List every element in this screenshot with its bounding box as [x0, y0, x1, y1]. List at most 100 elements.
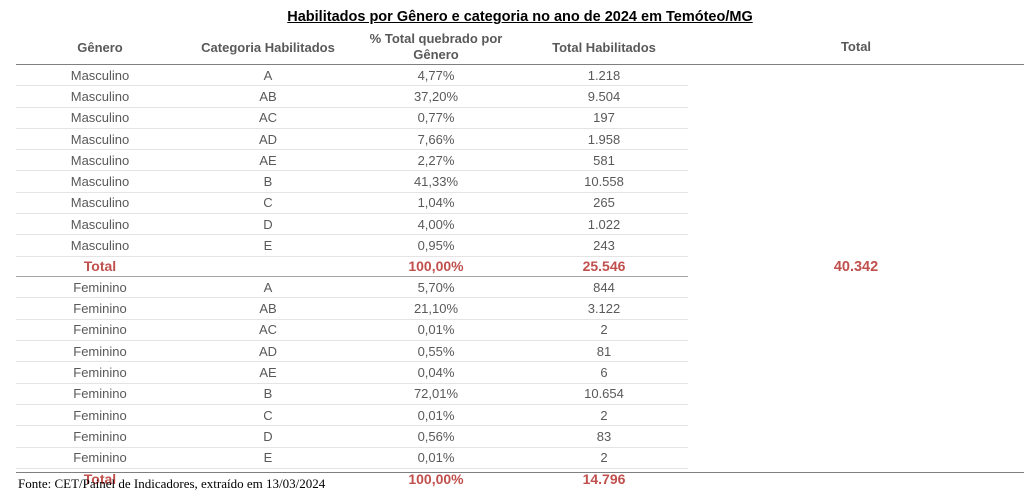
- cell-genero: Feminino: [16, 297, 184, 320]
- header-genero: Gênero: [77, 40, 123, 55]
- cell-total: 243: [520, 234, 688, 257]
- cell-genero: Masculino: [16, 170, 184, 193]
- table-row: Feminino AE 0,04% 6: [16, 361, 688, 384]
- cell-total: 1.022: [520, 213, 688, 236]
- cell-categoria: C: [184, 404, 352, 427]
- cell-genero: Feminino: [16, 276, 184, 299]
- cell-categoria: AB: [184, 297, 352, 320]
- cell-pct: 0,01%: [352, 319, 520, 342]
- cell-genero: Feminino: [16, 340, 184, 363]
- cell-pct: 72,01%: [352, 383, 520, 405]
- cell-pct: 2,27%: [352, 149, 520, 172]
- cell-genero: Masculino: [16, 234, 184, 257]
- cell-categoria: A: [184, 65, 352, 87]
- cell-pct: 7,66%: [352, 128, 520, 151]
- cell-total: 6: [520, 361, 688, 384]
- total-pct: 100,00%: [352, 255, 520, 278]
- cell-categoria: AC: [184, 319, 352, 342]
- table-row: Feminino A 5,70% 844: [16, 276, 688, 299]
- group-total-row: Total 100,00% 25.546: [16, 255, 688, 278]
- cell-total: 844: [520, 276, 688, 299]
- cell-total: 197: [520, 107, 688, 129]
- source-note: Fonte: CET/Painel de Indicadores, extraí…: [18, 476, 326, 491]
- cell-categoria: B: [184, 383, 352, 405]
- cell-genero: Masculino: [16, 213, 184, 236]
- cell-genero: Feminino: [16, 319, 184, 342]
- table-row: Masculino AB 37,20% 9.504: [16, 85, 688, 108]
- cell-total: 265: [520, 192, 688, 215]
- header-pct-line1: % Total quebrado por: [369, 31, 503, 46]
- cell-categoria: D: [184, 213, 352, 236]
- cell-categoria: B: [184, 170, 352, 193]
- cell-pct: 0,56%: [352, 425, 520, 448]
- cell-categoria: AC: [184, 107, 352, 129]
- header-divider: [16, 64, 1024, 65]
- table-row: Masculino D 4,00% 1.022: [16, 213, 688, 236]
- cell-total: 3.122: [520, 297, 688, 320]
- cell-categoria: C: [184, 192, 352, 215]
- table-row: Masculino B 41,33% 10.558: [16, 170, 688, 193]
- cell-categoria: AE: [184, 149, 352, 172]
- table-row: Feminino C 0,01% 2: [16, 404, 688, 427]
- cell-pct: 0,01%: [352, 404, 520, 427]
- cell-categoria: D: [184, 425, 352, 448]
- cell-genero: Feminino: [16, 383, 184, 405]
- cell-total: 2: [520, 319, 688, 342]
- header-pct-line2: Gênero: [413, 47, 459, 62]
- cell-categoria: AD: [184, 340, 352, 363]
- table-row: Masculino C 1,04% 265: [16, 192, 688, 215]
- cell-categoria: A: [184, 276, 352, 299]
- cell-total: 83: [520, 425, 688, 448]
- table-row: Feminino AC 0,01% 2: [16, 319, 688, 342]
- cell-categoria: AB: [184, 85, 352, 108]
- table-row: Masculino AE 2,27% 581: [16, 149, 688, 172]
- table-row: Masculino AD 7,66% 1.958: [16, 128, 688, 151]
- total-value: 25.546: [520, 255, 688, 278]
- cell-genero: Feminino: [16, 361, 184, 384]
- table-row: Feminino E 0,01% 2: [16, 447, 688, 469]
- cell-pct: 4,77%: [352, 65, 520, 87]
- data-table: Masculino A 4,77% 1.218 Masculino AB 37,20% 9.5…: [16, 65, 688, 489]
- table-row: Masculino E 0,95% 243: [16, 234, 688, 257]
- header-total: Total: [840, 39, 872, 54]
- table-row: Masculino A 4,77% 1.218: [16, 65, 688, 87]
- cell-pct: 0,04%: [352, 361, 520, 384]
- cell-categoria: E: [184, 234, 352, 257]
- cell-total: 9.504: [520, 85, 688, 108]
- table-row: Feminino AB 21,10% 3.122: [16, 297, 688, 320]
- cell-genero: Masculino: [16, 85, 184, 108]
- cell-pct: 1,04%: [352, 192, 520, 215]
- cell-total: 1.218: [520, 65, 688, 87]
- grand-total-value: 40.342: [833, 259, 879, 275]
- cell-pct: 37,20%: [352, 85, 520, 108]
- cell-pct: 41,33%: [352, 170, 520, 193]
- cell-categoria: AD: [184, 128, 352, 151]
- total-label: Total: [16, 255, 184, 278]
- table-row: Feminino D 0,56% 83: [16, 425, 688, 448]
- cell-genero: Masculino: [16, 65, 184, 87]
- cell-pct: 0,55%: [352, 340, 520, 363]
- table-row: Feminino AD 0,55% 81: [16, 340, 688, 363]
- cell-pct: 5,70%: [352, 276, 520, 299]
- header-total-habilitados: Total Habilitados: [552, 40, 656, 55]
- table-row: Masculino AC 0,77% 197: [16, 107, 688, 129]
- report-title: Habilitados por Gênero e categoria no an…: [287, 9, 753, 25]
- cell-total: 1.958: [520, 128, 688, 151]
- cell-total: 10.558: [520, 170, 688, 193]
- cell-genero: Feminino: [16, 447, 184, 469]
- cell-genero: Masculino: [16, 192, 184, 215]
- cell-pct: 0,01%: [352, 447, 520, 469]
- cell-pct: 0,95%: [352, 234, 520, 257]
- table-row: Feminino B 72,01% 10.654: [16, 383, 688, 405]
- cell-pct: 21,10%: [352, 297, 520, 320]
- header-categoria: Categoria Habilitados: [201, 40, 335, 55]
- cell-total: 2: [520, 404, 688, 427]
- cell-genero: Masculino: [16, 149, 184, 172]
- grand-divider: [16, 472, 1024, 473]
- cell-total: 81: [520, 340, 688, 363]
- cell-total: 10.654: [520, 383, 688, 405]
- cell-categoria: E: [184, 447, 352, 469]
- cell-total: 581: [520, 149, 688, 172]
- cell-pct: 4,00%: [352, 213, 520, 236]
- total-empty: [184, 255, 352, 278]
